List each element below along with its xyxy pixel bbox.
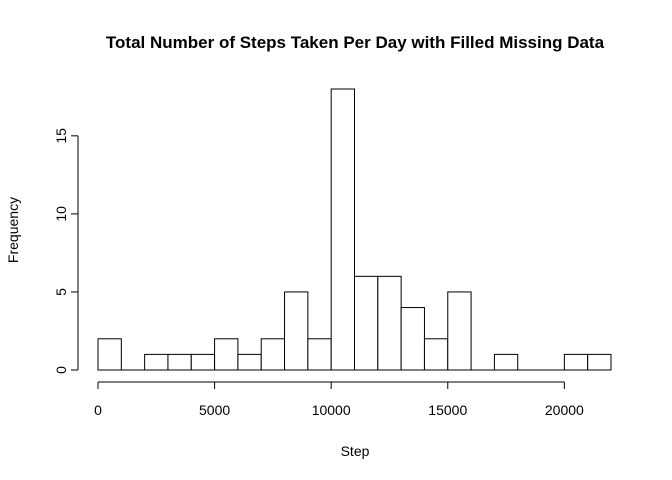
x-tick-label: 5000 — [199, 402, 230, 418]
histogram-bar — [260, 338, 286, 371]
histogram-bar — [330, 88, 356, 371]
histogram-bar — [190, 353, 216, 371]
y-axis: 0 5 10 15 — [53, 128, 79, 374]
histogram-bar — [587, 353, 612, 371]
histogram-bar — [423, 338, 449, 371]
histogram-bar — [400, 307, 425, 371]
histogram-bar — [563, 353, 589, 371]
histogram-bar — [144, 353, 169, 371]
histogram-bar — [307, 338, 332, 371]
y-tick-label: 15 — [53, 128, 69, 144]
chart-title: Total Number of Steps Taken Per Day with… — [106, 33, 605, 52]
histogram-bar — [214, 338, 239, 371]
x-axis: 0 5000 10000 15000 20000 — [94, 381, 584, 418]
x-tick-label: 0 — [94, 402, 102, 418]
x-tick-label: 20000 — [545, 402, 584, 418]
histogram-bar — [97, 338, 122, 371]
y-axis-label: Frequency — [5, 197, 21, 263]
x-axis-label: Step — [341, 443, 370, 459]
histogram-bar — [167, 353, 192, 371]
histogram-bar — [354, 275, 379, 371]
histogram-bar — [237, 353, 262, 371]
y-tick-label: 5 — [53, 288, 69, 296]
histogram-bar — [447, 291, 472, 371]
histogram-bar — [284, 291, 309, 371]
x-tick-label: 10000 — [312, 402, 351, 418]
y-tick-label: 0 — [53, 366, 69, 374]
x-tick-label: 15000 — [428, 402, 467, 418]
bars-group — [97, 88, 612, 371]
histogram-bar — [377, 275, 402, 371]
y-tick-label: 10 — [53, 206, 69, 222]
histogram-bar — [493, 353, 519, 371]
